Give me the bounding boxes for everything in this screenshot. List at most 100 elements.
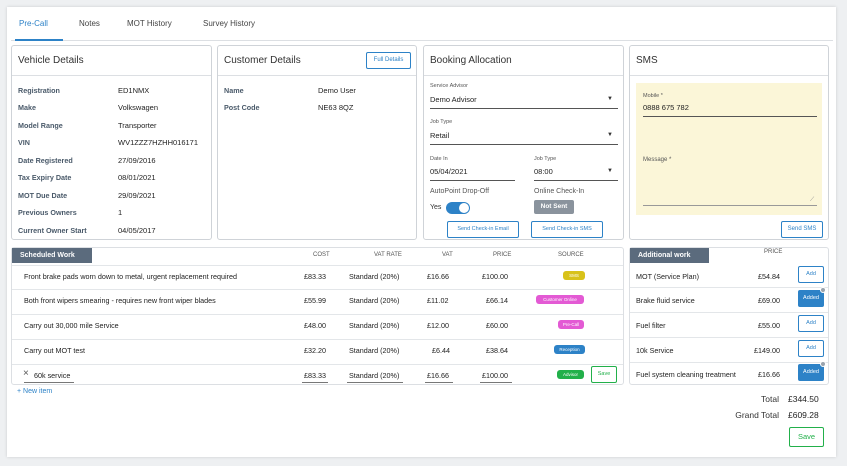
divider	[12, 289, 623, 290]
added-button[interactable]: Added	[798, 364, 824, 381]
make-value: Volkswagen	[118, 103, 159, 112]
autopoint-yes-label: Yes	[430, 204, 442, 211]
grand-total-label: Grand Total	[735, 410, 779, 420]
date-in-field[interactable]: 05/04/2021	[430, 167, 468, 176]
make-label: Make	[18, 103, 36, 112]
divider	[630, 337, 828, 338]
mobile-input[interactable]: 0888 675 782	[643, 103, 689, 112]
additional-work-table: Additional work PRICE MOT (Service Plan)…	[629, 247, 829, 385]
underline	[425, 382, 453, 383]
work-item-description-input[interactable]: 60k service	[34, 371, 71, 380]
save-button[interactable]: Save	[789, 427, 824, 447]
pre-call-window: Pre-Call Notes MOT History Survey Histor…	[7, 7, 836, 457]
divider	[424, 75, 623, 76]
full-details-button[interactable]: Full Details	[366, 52, 411, 69]
sms-panel: SMS Mobile * 0888 675 782 Message * ⟋ Se…	[629, 45, 829, 240]
job-time-label: Job Type	[534, 156, 557, 162]
underline	[643, 205, 817, 206]
add-button[interactable]: Add	[798, 340, 824, 357]
vin-value: WV1ZZZ7HZHH016171	[118, 138, 199, 147]
source-badge: Pre-Call	[558, 320, 584, 329]
additional-item-price: £55.00	[758, 321, 780, 330]
additional-item-price: £149.00	[754, 346, 780, 355]
active-tab-indicator	[15, 39, 63, 41]
price-header: PRICE	[493, 252, 512, 258]
additional-item-name: MOT (Service Plan)	[636, 272, 699, 281]
underline	[430, 180, 515, 181]
message-label: Message *	[643, 157, 672, 163]
customer-details-panel: Customer Details Full Details Name Demo …	[217, 45, 417, 240]
send-checkin-sms-button[interactable]: Send Check-in SMS	[531, 221, 603, 238]
cost-header: COST	[313, 252, 330, 258]
divider	[12, 364, 623, 365]
source-header: SOURCE	[558, 252, 584, 258]
work-item-price-input[interactable]: £100.00	[482, 371, 508, 380]
model-range-label: Model Range	[18, 121, 63, 130]
added-button[interactable]: Added	[798, 290, 824, 307]
additional-item-name: Fuel filter	[636, 321, 666, 330]
additional-item-name: 10k Service	[636, 346, 674, 355]
work-item-vat: £12.00	[427, 321, 449, 330]
work-item-description: Carry out 30,000 mile Service	[24, 321, 119, 330]
new-item-link[interactable]: + New item	[17, 388, 53, 395]
toggle-knob	[459, 203, 469, 213]
vat-rate-header: VAT RATE	[374, 252, 402, 258]
sms-form-area: Mobile * 0888 675 782 Message * ⟋	[636, 83, 822, 215]
vat-header: VAT	[442, 252, 453, 258]
additional-item-price: £16.66	[758, 370, 780, 379]
vehicle-details-panel: Vehicle Details Registration ED1NMX Make…	[11, 45, 212, 240]
close-icon[interactable]: ×	[23, 368, 29, 379]
name-label: Name	[224, 86, 244, 95]
underline	[430, 144, 618, 145]
underline	[534, 180, 618, 181]
registration-value: ED1NMX	[118, 86, 150, 95]
price-header: PRICE	[764, 249, 783, 255]
job-type-select[interactable]: Retail	[430, 131, 450, 140]
resize-handle-icon[interactable]: ⟋	[810, 197, 815, 203]
work-item-vat-input[interactable]: £16.66	[427, 371, 449, 380]
service-advisor-select[interactable]: Demo Advisor	[430, 95, 477, 104]
divider	[12, 339, 623, 340]
work-item-cost-input[interactable]: £83.33	[304, 371, 326, 380]
scheduled-work-table: Scheduled Work COST VAT RATE VAT PRICE S…	[11, 247, 624, 385]
tab-pre-call[interactable]: Pre-Call	[19, 19, 48, 28]
additional-work-tab: Additional work	[630, 248, 709, 263]
autopoint-toggle[interactable]	[446, 202, 470, 214]
send-sms-button[interactable]: Send SMS	[781, 221, 823, 238]
divider	[630, 312, 828, 313]
service-advisor-label: Service Advisor	[430, 83, 468, 89]
save-row-button[interactable]: Save	[591, 366, 617, 383]
add-button[interactable]: Add	[798, 315, 824, 332]
work-item-vat-rate-select[interactable]: Standard (20%)	[349, 371, 400, 380]
underline	[302, 382, 328, 383]
work-item-cost: £32.20	[304, 346, 326, 355]
additional-item-name: Fuel system cleaning treatment	[636, 370, 736, 379]
divider	[12, 265, 623, 266]
remove-dot-icon[interactable]	[820, 361, 826, 367]
underline	[643, 116, 817, 117]
divider	[630, 362, 828, 363]
chevron-down-icon: ▼	[607, 132, 613, 138]
message-textarea[interactable]	[643, 167, 817, 203]
underline	[430, 108, 618, 109]
underline	[347, 382, 403, 383]
tax-expiry-value: 08/01/2021	[118, 173, 156, 182]
work-item-vat: £11.02	[427, 296, 449, 305]
online-checkin-label: Online Check-In	[534, 188, 585, 195]
remove-dot-icon[interactable]	[820, 287, 826, 293]
additional-item-name: Brake fluid service	[636, 296, 695, 305]
tab-notes[interactable]: Notes	[79, 19, 100, 28]
add-button[interactable]: Add	[798, 266, 824, 283]
underline	[24, 382, 74, 383]
work-item-cost: £48.00	[304, 321, 326, 330]
tab-mot-history[interactable]: MOT History	[127, 19, 172, 28]
send-checkin-email-button[interactable]: Send Check-in Email	[447, 221, 519, 238]
post-code-label: Post Code	[224, 103, 260, 112]
job-time-select[interactable]: 08:00	[534, 167, 553, 176]
tab-survey-history[interactable]: Survey History	[203, 19, 256, 28]
vehicle-details-title: Vehicle Details	[18, 55, 84, 66]
source-badge: Customer Online	[536, 295, 584, 304]
work-item-price: £38.64	[486, 346, 508, 355]
work-item-description: Both front wipers smearing - requires ne…	[24, 296, 216, 305]
work-item-price: £66.14	[486, 296, 508, 305]
